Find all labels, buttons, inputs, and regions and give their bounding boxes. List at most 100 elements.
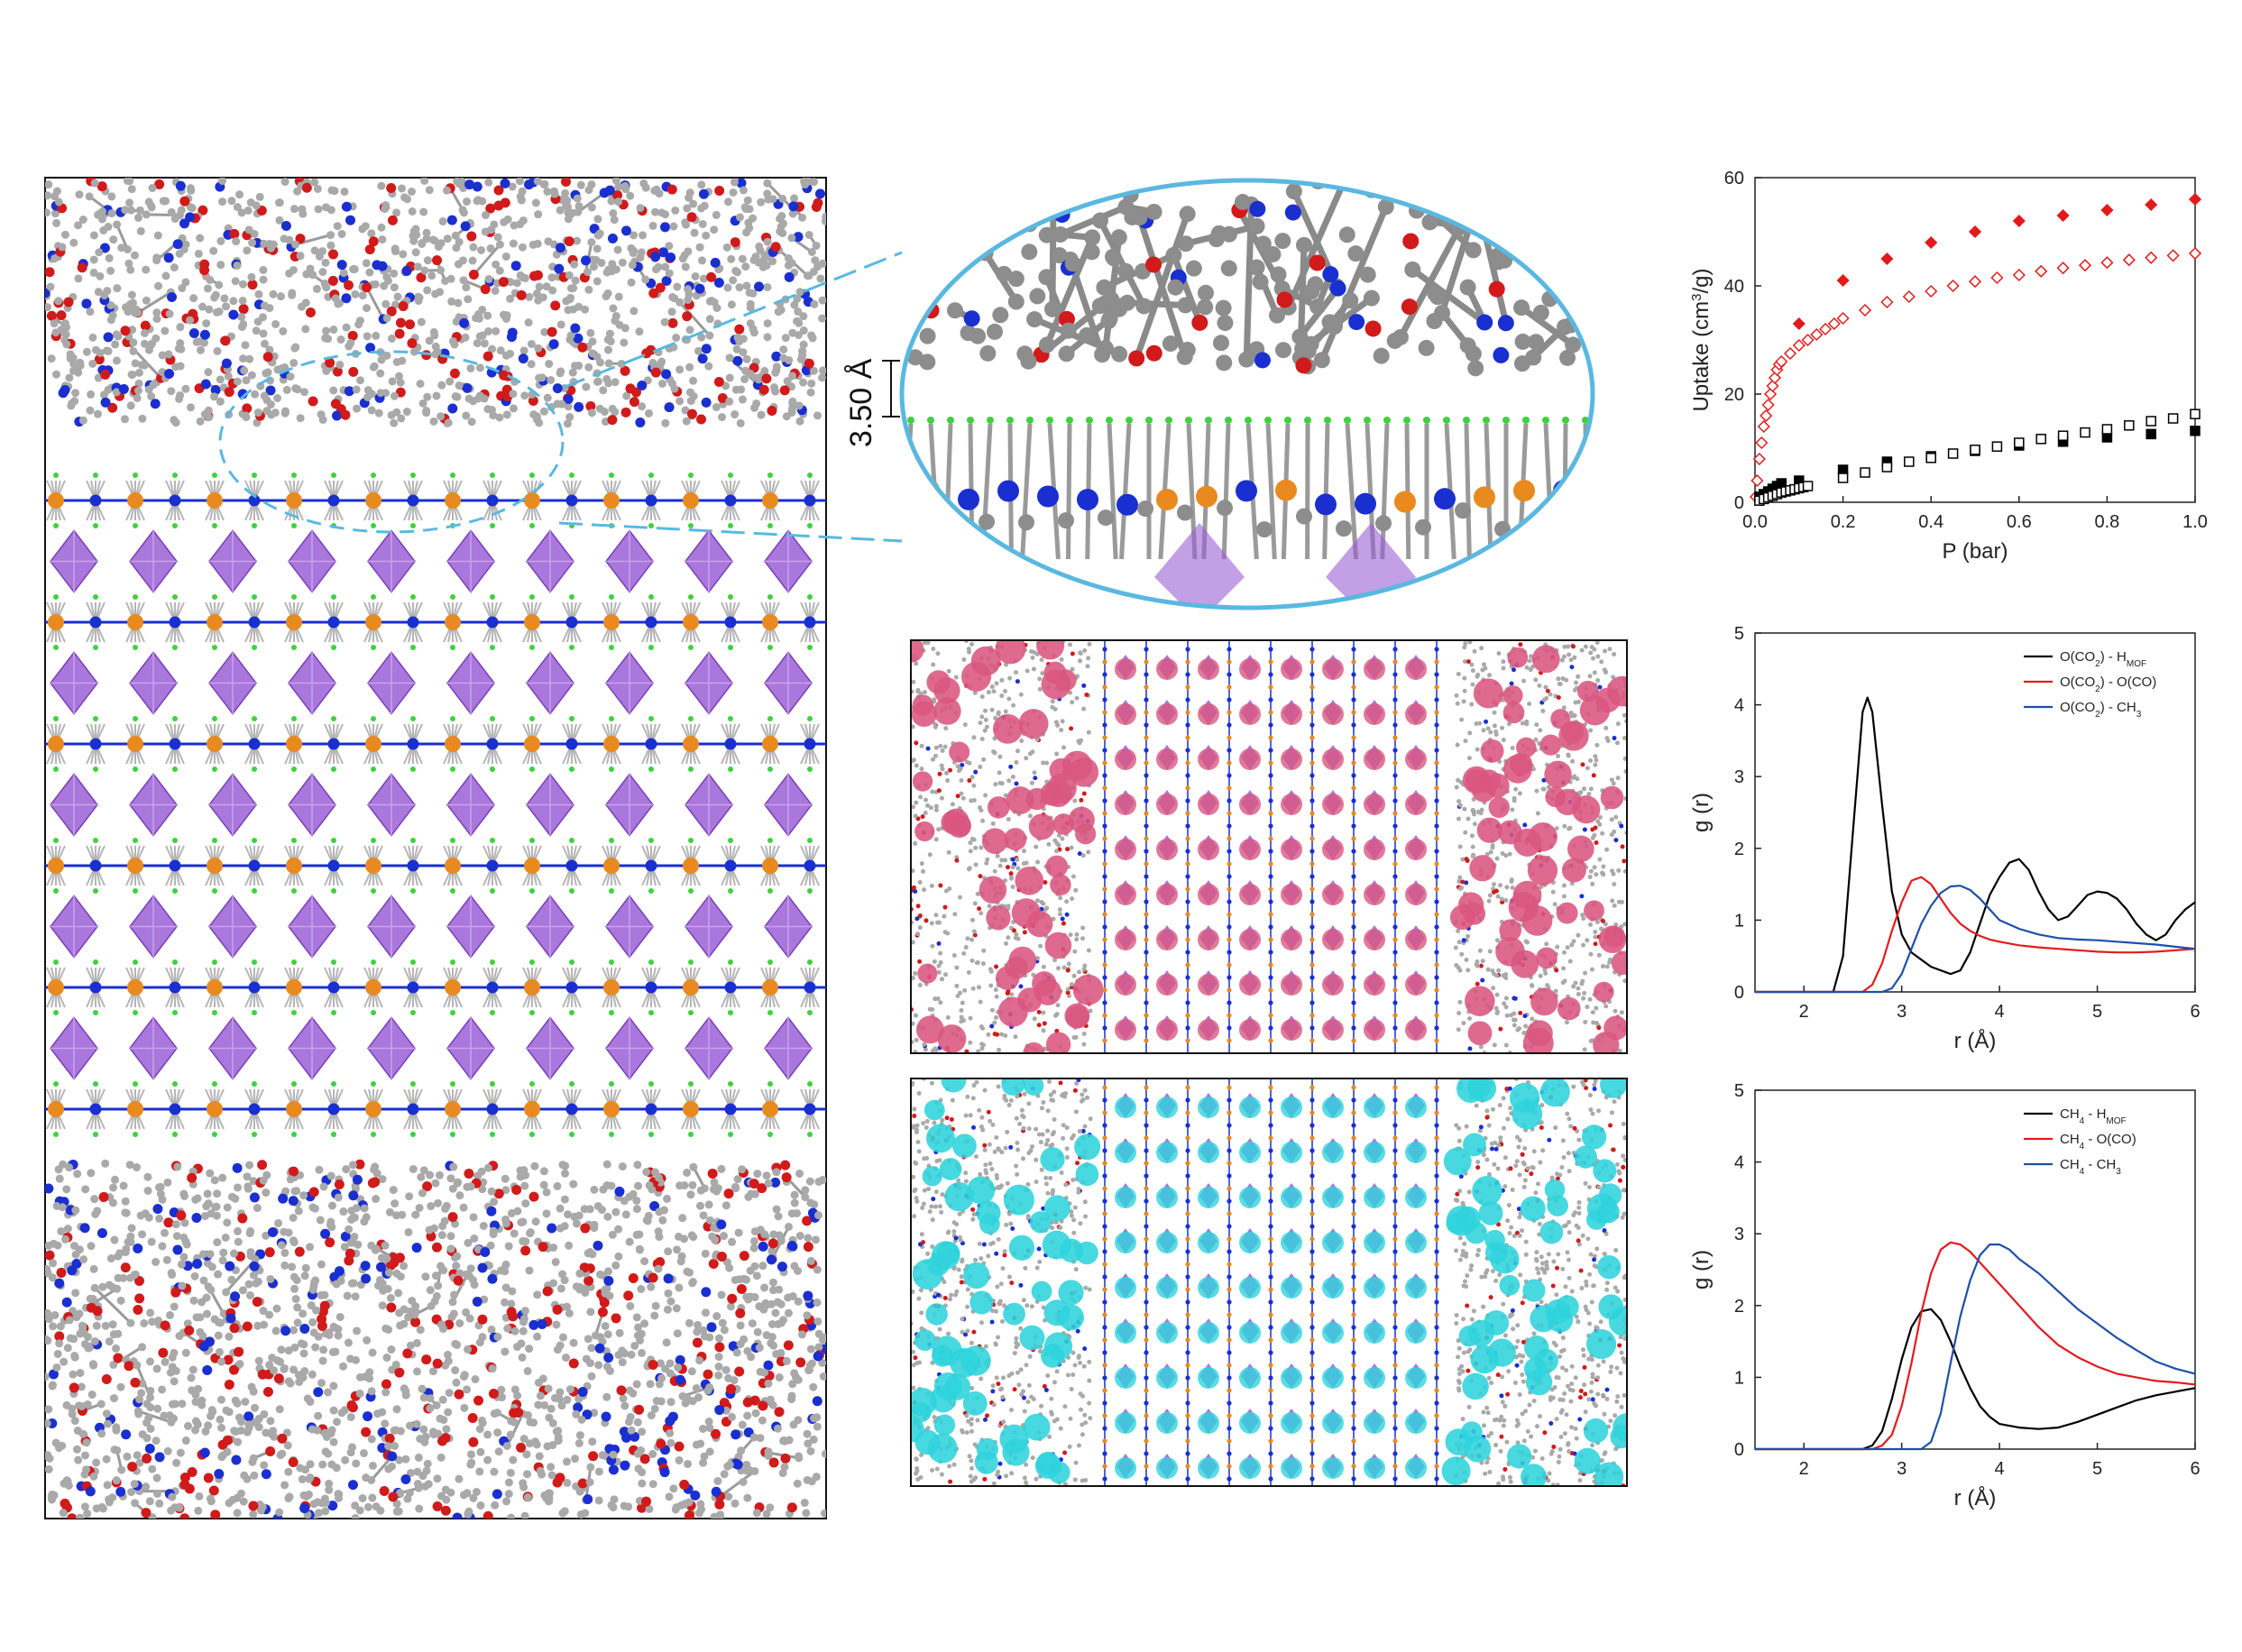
polymer-atom: [341, 201, 352, 212]
polymer-atom: [426, 1170, 435, 1179]
polymer-atom: [666, 184, 677, 195]
polymer-atom: [683, 1168, 692, 1177]
polymer-atom: [49, 1322, 58, 1331]
polymer-atom: [172, 1458, 181, 1467]
gas-density-site: [1239, 1322, 1261, 1344]
polymer-atom: [742, 1292, 751, 1301]
polymer-atom: [265, 1361, 274, 1370]
polymer-atom: [152, 256, 161, 265]
gas-density-blob: [1513, 828, 1542, 857]
polymer-atom: [134, 379, 143, 388]
polymer-atom: [416, 1326, 425, 1335]
polymer-atom: [599, 386, 608, 395]
polymer-atom: [282, 385, 291, 394]
polymer-atom: [594, 1496, 603, 1505]
zoom-polymer-atom: [1123, 180, 1140, 191]
polymer-atom: [269, 289, 278, 298]
mof-node: [365, 614, 381, 630]
polymer-atom: [615, 1328, 624, 1337]
polymer-atom: [617, 359, 626, 368]
polymer-atom: [475, 1467, 484, 1476]
polymer-atom: [770, 1177, 781, 1188]
zoom-mof-atom: [1474, 486, 1495, 509]
polymer-atom: [436, 266, 446, 275]
polymer-atom: [556, 320, 565, 329]
polymer-atom: [608, 1230, 617, 1239]
polymer-atom: [562, 1354, 571, 1363]
polymer-atom: [470, 1280, 479, 1289]
polymer-atom: [223, 1447, 232, 1456]
polymer-atom: [111, 340, 120, 349]
plot-frame: [1754, 632, 2196, 993]
polymer-atom: [135, 206, 144, 215]
polymer-atom: [280, 178, 289, 187]
polymer-atom: [120, 1262, 131, 1273]
zoom-polymer-atom: [992, 307, 1009, 324]
polymer-atom: [793, 232, 804, 243]
polymer-atom: [714, 1334, 723, 1343]
polymer-atom: [45, 1464, 53, 1473]
polymer-atom: [701, 397, 712, 408]
polymer-atom: [410, 347, 419, 356]
polymer-atom: [795, 1454, 804, 1463]
polymer-atom: [700, 1452, 709, 1461]
polymer-atom: [707, 1168, 718, 1179]
polymer-atom: [459, 1491, 468, 1500]
mof-node: [365, 858, 381, 874]
polymer-atom: [616, 1385, 627, 1396]
gas-density-blob: [1521, 905, 1553, 936]
polymer-atom: [116, 1296, 125, 1305]
polymer-atom: [659, 1467, 670, 1478]
polymer-atom: [167, 1269, 176, 1278]
series-line-1: [1755, 1241, 2196, 1451]
zoom-polymer-atom: [1007, 293, 1025, 310]
polymer-atom: [88, 359, 97, 368]
polymer-atom: [214, 1270, 223, 1279]
polymer-atom: [378, 235, 387, 244]
polymer-atom: [425, 336, 434, 345]
polymer-atom: [188, 1365, 198, 1374]
zoom-polymer-atom: [1084, 229, 1101, 246]
polymer-atom: [415, 293, 424, 302]
polymer-atom: [462, 1270, 471, 1279]
polymer-atom: [400, 1305, 409, 1314]
polymer-atom: [341, 293, 352, 304]
zoom-polymer-atom: [1562, 206, 1579, 224]
polymer-atom: [697, 333, 706, 342]
polymer-atom: [126, 1238, 135, 1247]
polymer-atom: [794, 1375, 803, 1384]
zoom-polymer-atom: [1465, 242, 1482, 259]
polymer-atom: [73, 1427, 82, 1436]
gas-density-site: [1239, 974, 1261, 996]
polymer-atom: [233, 1509, 242, 1518]
polymer-atom: [213, 1189, 222, 1198]
gas-density-site: [1198, 1367, 1219, 1389]
polymer-atom: [657, 247, 668, 258]
polymer-atom: [271, 1326, 280, 1335]
polymer-atom: [629, 1389, 638, 1398]
polymer-atom: [186, 403, 195, 412]
polymer-atom: [533, 1290, 542, 1299]
polymer-atom: [60, 230, 69, 239]
polymer-atom: [767, 1246, 776, 1255]
gas-density-blob: [923, 1099, 945, 1121]
polymer-atom: [262, 1189, 271, 1198]
polymer-atom: [306, 1243, 315, 1252]
polymer-atom: [660, 1206, 669, 1215]
polymer-atom: [266, 1417, 275, 1426]
polymer-atom: [225, 1313, 236, 1324]
polymer-atom: [326, 241, 335, 250]
gas-density-blob: [1018, 709, 1049, 739]
polymer-atom: [817, 373, 826, 382]
zoom-polymer-atom: [1111, 345, 1128, 363]
polymer-atom: [475, 1425, 484, 1434]
polymer-atom: [277, 1433, 288, 1444]
polymer-atom: [579, 1262, 590, 1273]
polymer-atom: [423, 1459, 432, 1468]
gas-density-blob: [1458, 1325, 1480, 1347]
polymer-atom: [154, 1183, 163, 1192]
polymer-atom: [648, 1480, 657, 1489]
polymer-atom: [140, 361, 149, 370]
polymer-atom: [492, 1489, 502, 1500]
polymer-atom: [133, 1451, 142, 1460]
